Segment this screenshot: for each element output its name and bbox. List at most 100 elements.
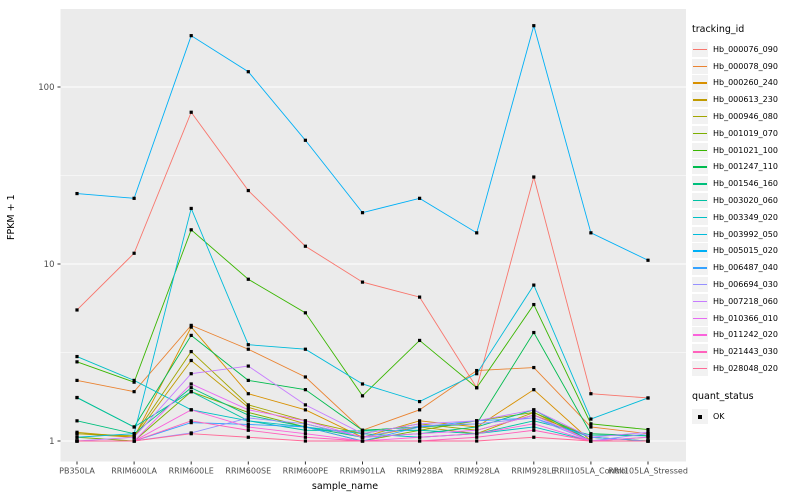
- data-point-Hb_001546_160: [75, 419, 79, 423]
- x-tick-label: RRIM901LA: [340, 467, 386, 476]
- plot-panel: [60, 9, 686, 462]
- legend-key-icon: [692, 344, 708, 360]
- data-point-Hb_006694_030: [303, 422, 307, 426]
- legend-item-Hb_011242_020: Hb_011242_020: [692, 327, 800, 344]
- data-point-Hb_010366_010: [246, 408, 250, 412]
- data-point-Hb_028048_020: [360, 439, 365, 443]
- data-point-Hb_000613_230: [189, 358, 193, 363]
- data-point-Hb_028048_020: [246, 435, 250, 439]
- data-point-Hb_000076_090: [246, 188, 250, 193]
- legend-title-tracking-id: tracking_id: [692, 24, 745, 35]
- data-point-Hb_001247_110: [303, 388, 307, 392]
- data-point-Hb_010366_010: [532, 413, 536, 417]
- data-point-Hb_028048_020: [303, 439, 307, 443]
- data-point-Hb_000260_240: [418, 419, 422, 423]
- data-point-Hb_000078_090: [532, 365, 536, 370]
- legend-line-swatch: [693, 250, 707, 252]
- data-point-Hb_000260_240: [303, 408, 307, 412]
- data-point-Hb_001021_100: [360, 394, 365, 398]
- data-point-Hb_003349_020: [132, 378, 136, 382]
- data-point-Hb_001247_110: [532, 330, 536, 335]
- x-tick-label: RRIM928BA: [396, 467, 443, 476]
- legend-item-Hb_001247_110: Hb_001247_110: [692, 159, 800, 176]
- legend-label: Hb_003349_020: [713, 212, 778, 222]
- data-point-Hb_000078_090: [132, 390, 136, 394]
- data-point-Hb_005015_020: [246, 70, 250, 74]
- legend-item-Hb_000613_230: Hb_000613_230: [692, 91, 800, 108]
- legend-key-icon: [692, 58, 708, 74]
- legend-line-swatch: [693, 233, 707, 236]
- data-point-Hb_003020_060: [75, 395, 79, 400]
- data-point-Hb_001021_100: [246, 277, 250, 281]
- legend-line-swatch: [693, 132, 707, 135]
- legend-item-Hb_010366_010: Hb_010366_010: [692, 310, 800, 327]
- legend-line-swatch: [693, 116, 707, 118]
- data-point-Hb_001019_070: [532, 410, 536, 415]
- data-point-Hb_000613_230: [246, 405, 250, 409]
- data-point-Hb_028048_020: [189, 432, 193, 436]
- data-point-Hb_007218_060: [132, 435, 136, 439]
- legend-label: Hb_001247_110: [713, 162, 778, 172]
- legend-line-swatch: [693, 65, 707, 68]
- data-point-Hb_007218_060: [646, 430, 650, 434]
- data-point-Hb_000078_090: [189, 323, 193, 327]
- data-point-Hb_005015_020: [360, 211, 365, 215]
- legend-key-icon: [692, 193, 708, 209]
- legend-key-icon: [692, 209, 708, 225]
- legend-key-icon: [692, 226, 708, 242]
- legend: tracking_id Hb_000076_090 Hb_000078_090 Hb…: [692, 24, 800, 425]
- data-point-Hb_000260_240: [246, 392, 250, 396]
- legend-line-swatch: [693, 284, 707, 286]
- x-tick-label: RRIM600LA: [111, 467, 157, 476]
- data-point-Hb_001019_070: [246, 410, 250, 415]
- legend-quant-status: quant_status OK: [692, 391, 800, 425]
- data-point-Hb_001021_100: [75, 360, 79, 364]
- data-point-Hb_028048_020: [589, 439, 593, 443]
- legend-label: Hb_001019_070: [713, 128, 778, 138]
- legend-key-icon: [692, 92, 708, 108]
- legend-key-icon: [692, 109, 708, 125]
- data-point-Hb_028048_020: [532, 435, 536, 439]
- data-point-Hb_003992_050: [475, 372, 479, 376]
- data-point-Hb_010366_010: [189, 382, 193, 386]
- data-point-Hb_000078_090: [589, 425, 593, 429]
- legend-key-icon: [692, 159, 708, 175]
- data-point-Hb_000078_090: [475, 368, 479, 373]
- x-tick-label: RRIM600SE: [225, 467, 271, 476]
- data-point-Hb_005015_020: [646, 258, 650, 262]
- data-point-Hb_003992_050: [532, 283, 536, 287]
- legend-label: Hb_000946_080: [713, 112, 778, 122]
- legend-item-Hb_001019_070: Hb_001019_070: [692, 125, 800, 142]
- x-tick-label: RRII105LA_Stressed: [608, 467, 688, 476]
- data-point-Hb_021443_030: [532, 428, 536, 432]
- legend-label: Hb_005015_020: [713, 246, 778, 256]
- legend-line-swatch: [693, 82, 707, 84]
- legend-label: Hb_000078_090: [713, 61, 778, 71]
- data-point-Hb_005015_020: [418, 196, 422, 200]
- data-point-Hb_000076_090: [418, 295, 422, 299]
- data-point-Hb_005015_020: [303, 138, 307, 142]
- legend-key-ok: [692, 408, 708, 424]
- legend-item-Hb_003020_060: Hb_003020_060: [692, 192, 800, 209]
- legend-item-Hb_001021_100: Hb_001021_100: [692, 142, 800, 159]
- data-point-Hb_000076_090: [360, 280, 365, 284]
- legend-item-Hb_003992_050: Hb_003992_050: [692, 226, 800, 243]
- legend-label: Hb_003020_060: [713, 196, 778, 206]
- data-point-Hb_005015_020: [132, 196, 136, 200]
- data-point-Hb_021443_030: [189, 419, 193, 423]
- data-point-Hb_006694_030: [418, 424, 422, 428]
- x-tick-label: RRII105LA_Control: [554, 467, 628, 476]
- data-point-Hb_000078_090: [246, 347, 250, 351]
- data-point-Hb_003992_050: [360, 382, 365, 386]
- legend-key-icon: [692, 41, 708, 57]
- data-point-Hb_028048_020: [418, 439, 422, 443]
- data-point-Hb_028048_020: [646, 439, 650, 443]
- data-point-Hb_001546_160: [189, 386, 193, 390]
- data-point-Hb_001546_160: [475, 425, 479, 429]
- y-tick-label: 1: [49, 437, 54, 447]
- data-point-Hb_003992_050: [132, 432, 136, 436]
- data-point-Hb_011242_020: [418, 435, 422, 439]
- square-point-icon: [698, 414, 702, 419]
- data-point-Hb_006487_040: [303, 425, 307, 429]
- data-point-Hb_003020_060: [532, 419, 536, 423]
